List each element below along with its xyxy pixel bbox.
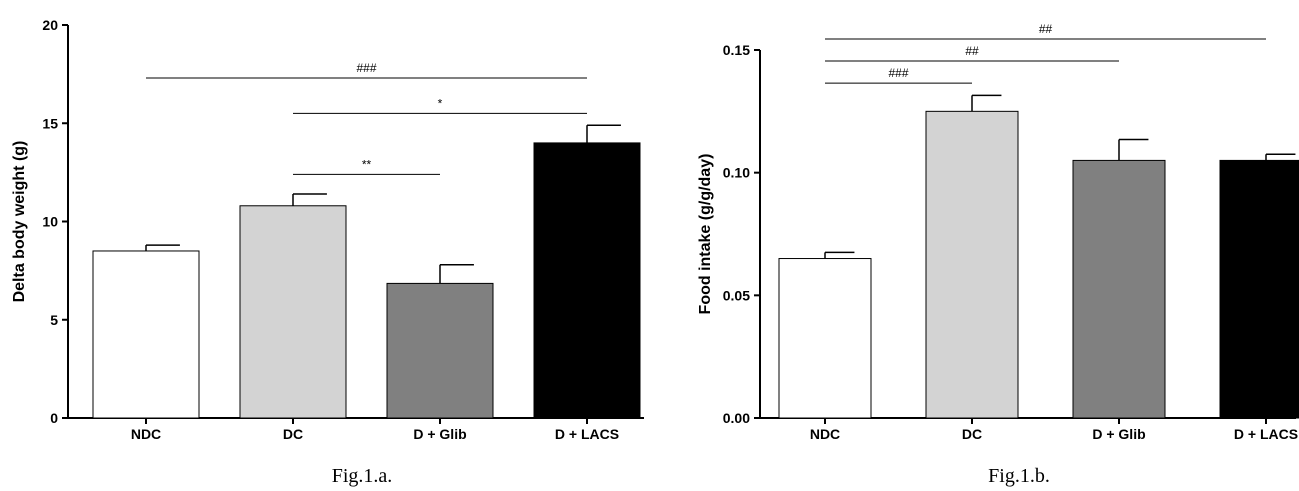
x-tick-label: D + LACS xyxy=(1234,426,1298,442)
bar-dc xyxy=(925,110,1019,419)
x-tick-label: DC xyxy=(283,426,303,442)
significance-label: ** xyxy=(362,157,372,171)
y-tick-label: 0 xyxy=(50,410,58,426)
y-axis-title: Delta body weight (g) xyxy=(11,141,28,303)
figure-caption: Fig.1.a. xyxy=(332,465,393,487)
significance-label: ## xyxy=(965,44,979,58)
y-tick-label: 0.05 xyxy=(723,287,750,303)
bar-d-glib xyxy=(1072,159,1166,419)
figure-caption: Fig.1.b. xyxy=(988,465,1050,487)
chart-1: 0.00 0.05 0.10 0.15 Food intake (g/g/day) NDC… xyxy=(697,22,1299,487)
x-tick-label: D + LACS xyxy=(555,426,619,442)
y-tick-label: 15 xyxy=(42,115,58,131)
y-tick-label: 0.15 xyxy=(723,42,750,58)
bar-dc xyxy=(239,205,347,419)
significance-label: ### xyxy=(356,61,376,75)
x-tick-label: D + Glib xyxy=(1092,426,1145,442)
y-tick-label: 0.10 xyxy=(723,165,750,181)
chart-0: 0 5 10 15 20 Delta body weight (g) NDC DC D + Gl… xyxy=(11,17,644,487)
x-tick-label: DC xyxy=(962,426,982,442)
y-tick-label: 10 xyxy=(42,214,58,230)
bar-d-lacs xyxy=(1219,159,1299,419)
bar-d-glib xyxy=(386,282,494,419)
bar-ndc xyxy=(778,258,872,419)
bar-ndc xyxy=(92,250,200,419)
y-tick-label: 0.00 xyxy=(723,410,750,426)
y-axis-title: Food intake (g/g/day) xyxy=(697,154,714,315)
x-tick-label: NDC xyxy=(131,426,161,442)
y-tick-label: 5 xyxy=(50,312,58,328)
x-tick-label: NDC xyxy=(810,426,840,442)
significance-label: ### xyxy=(888,66,908,80)
y-tick-label: 20 xyxy=(42,17,58,33)
significance-label: ## xyxy=(1039,22,1053,36)
x-tick-label: D + Glib xyxy=(413,426,466,442)
bar-d-lacs xyxy=(533,142,641,419)
significance-label: * xyxy=(438,96,443,110)
